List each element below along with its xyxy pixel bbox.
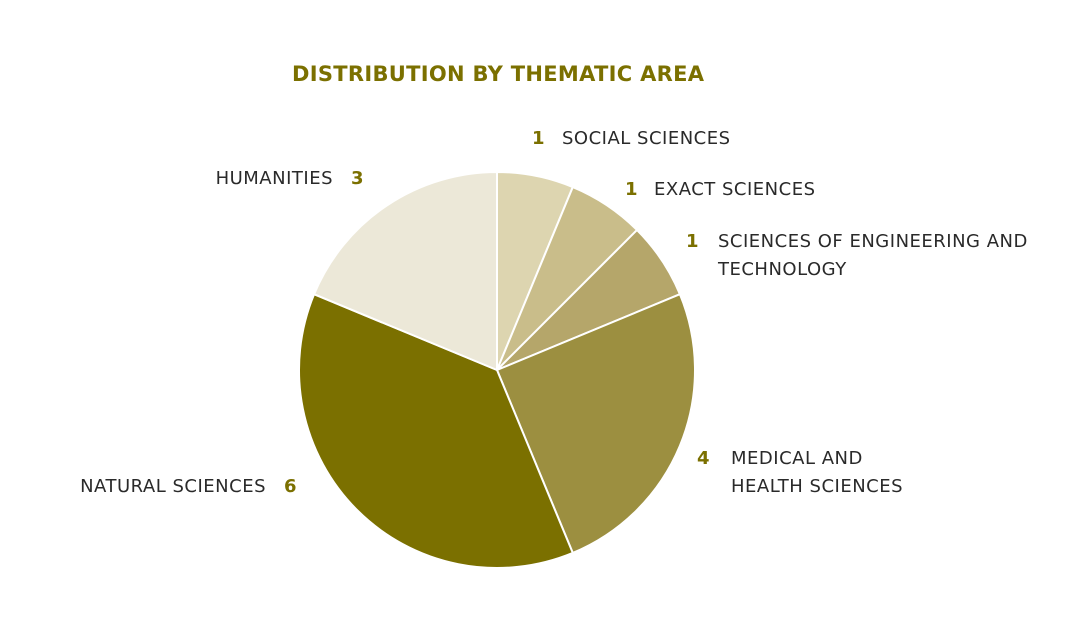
chart-title: DISTRIBUTION BY THEMATIC AREA	[292, 62, 705, 86]
category-label: EXACT SCIENCES	[654, 179, 816, 200]
value-label: 6	[284, 476, 297, 497]
value-label: 1	[625, 179, 638, 200]
category-label: MEDICAL AND HEALTH SCIENCES	[731, 448, 904, 497]
pie-slice	[312, 170, 498, 372]
category-label: HUMANITIES	[215, 168, 333, 189]
category-label: SCIENCES OF ENGINEERING AND TECHNOLOGY	[718, 231, 1028, 280]
value-label: 1	[532, 128, 545, 149]
category-label: NATURAL SCIENCES	[80, 476, 266, 497]
pie-slice	[298, 292, 575, 569]
category-label: SOCIAL SCIENCES	[562, 128, 731, 149]
value-label: 3	[351, 168, 364, 189]
value-label: 1	[686, 231, 699, 252]
value-label: 4	[697, 448, 710, 469]
